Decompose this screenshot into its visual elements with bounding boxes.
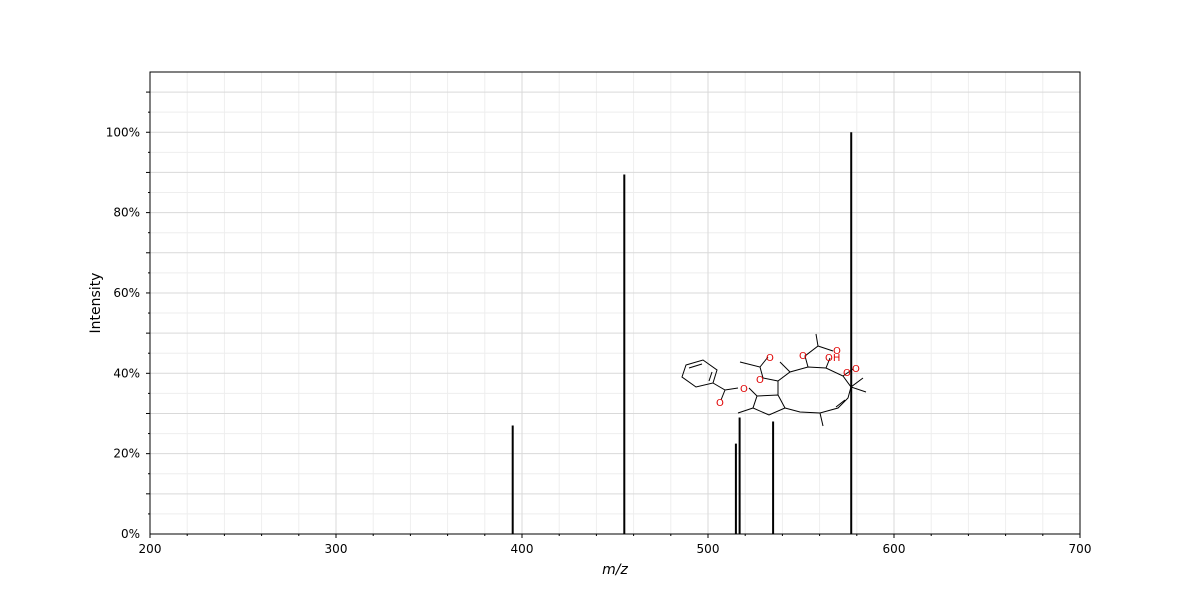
ester-link	[748, 387, 758, 397]
macrocycle	[777, 366, 852, 414]
atom-label: O	[833, 346, 841, 357]
x-tick-label: 200	[139, 542, 162, 556]
ring-methyl	[819, 412, 824, 427]
benzoyl-bonds	[712, 382, 739, 391]
carbonyl-bond	[720, 389, 726, 401]
x-tick-label: 700	[1069, 542, 1092, 556]
x-tick-label: 500	[697, 542, 720, 556]
y-tick-label: 80%	[113, 206, 140, 220]
y-axis-label: Intensity	[88, 273, 104, 334]
exo-methylene	[779, 361, 791, 373]
x-tick-label: 600	[883, 542, 906, 556]
atom-label: O	[843, 368, 851, 379]
x-axis-label: m/z	[602, 562, 628, 578]
cyclopentane-ring	[752, 394, 786, 416]
atom-label: O	[766, 353, 774, 364]
ketone-bond	[842, 368, 854, 377]
benzene-inner-bonds	[688, 363, 703, 369]
y-tick-label: 100%	[106, 125, 140, 139]
y-tick-label: 40%	[113, 366, 140, 380]
acetate-2-carbonyl	[817, 345, 834, 352]
peaks	[511, 132, 853, 534]
atom-label: O	[852, 364, 860, 375]
acetate-1	[739, 361, 779, 382]
atom-label: O	[756, 375, 764, 386]
grid	[149, 72, 1081, 534]
atom-label: O	[740, 384, 748, 395]
molecule-structure: O O O O O O O OH O	[681, 333, 867, 427]
x-tick-label: 400	[511, 542, 534, 556]
hydroxyl-bond	[825, 357, 831, 369]
y-tick-label: 0%	[121, 527, 140, 541]
x-tick-label: 300	[325, 542, 348, 556]
acetate-2	[804, 333, 819, 368]
atom-label: O	[799, 351, 807, 362]
gem-dimethyl	[849, 377, 867, 393]
y-tick-label: 20%	[113, 447, 140, 461]
acetate-1-carbonyl	[759, 356, 769, 368]
axis-ticks: 200 300 400 500 600 700 0% 20% 40% 60% 80% 100%	[106, 91, 1092, 556]
alkene-bond	[835, 399, 846, 408]
y-tick-label: 60%	[113, 286, 140, 300]
atom-label: O	[716, 398, 724, 409]
benzene-inner-bonds-2	[708, 371, 713, 382]
atom-label: OH	[825, 353, 840, 364]
methyl-bond	[737, 407, 754, 414]
plot-frame	[149, 71, 1081, 535]
